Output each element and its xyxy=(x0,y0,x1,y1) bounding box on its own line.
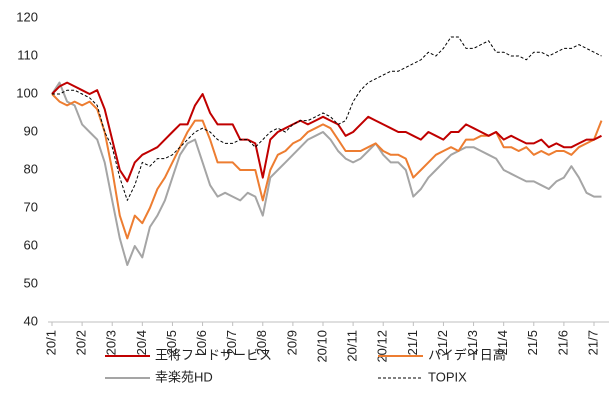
x-tick-label: 21/7 xyxy=(585,330,600,355)
x-tick-label: 20/9 xyxy=(284,330,299,355)
x-tick-label: 20/5 xyxy=(164,330,179,355)
y-tick-label: 50 xyxy=(24,275,38,290)
x-tick-label: 20/10 xyxy=(314,330,329,363)
series-line xyxy=(51,81,602,266)
legend-label: 幸楽苑HD xyxy=(155,369,213,384)
x-tick-label: 20/2 xyxy=(74,330,89,355)
x-tick-label: 21/2 xyxy=(435,330,450,355)
x-tick-label: 21/5 xyxy=(525,330,540,355)
x-tick-label: 21/3 xyxy=(465,330,480,355)
legend-label: 王将フードサービス xyxy=(155,347,272,362)
x-tick-label: 20/4 xyxy=(134,330,149,355)
x-tick-label: 21/4 xyxy=(495,330,510,355)
x-tick-label: 20/3 xyxy=(104,330,119,355)
y-tick-label: 80 xyxy=(24,161,38,176)
x-tick-label: 21/1 xyxy=(405,330,420,355)
y-tick-label: 40 xyxy=(24,313,38,328)
legend-label: ハイデイ日高 xyxy=(428,347,506,362)
x-tick-label: 20/11 xyxy=(345,330,360,362)
series-line xyxy=(51,81,602,183)
x-tick-label: 20/1 xyxy=(43,330,58,355)
x-tick-label: 20/7 xyxy=(224,330,239,355)
y-tick-label: 110 xyxy=(17,47,38,62)
y-tick-label: 90 xyxy=(24,123,38,138)
x-tick-label: 20/8 xyxy=(254,330,269,355)
series-line xyxy=(52,36,602,201)
x-tick-label: 20/6 xyxy=(194,330,209,355)
x-tick-label: 20/12 xyxy=(375,330,390,363)
y-tick-label: 120 xyxy=(16,9,38,24)
legend-label: TOPIX xyxy=(428,369,467,384)
y-tick-label: 70 xyxy=(24,199,38,214)
x-tick-label: 21/6 xyxy=(555,330,570,355)
series-line xyxy=(51,93,603,240)
y-tick-label: 100 xyxy=(16,85,38,100)
y-tick-label: 60 xyxy=(24,237,38,252)
